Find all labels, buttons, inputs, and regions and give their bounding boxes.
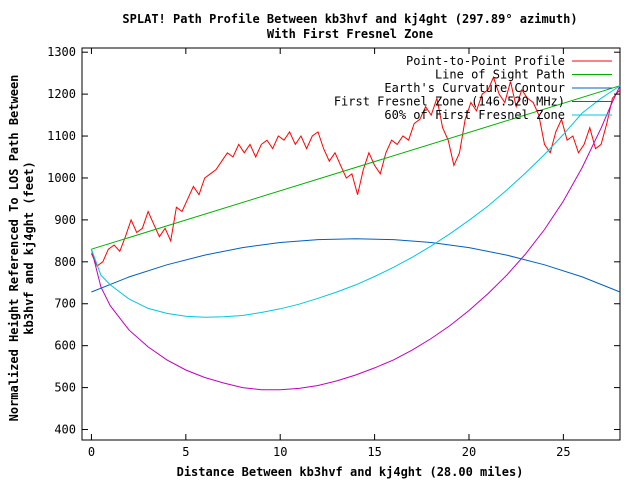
legend-label: First Fresnel Zone (146.520 MHz) [334,95,565,109]
legend-label: 60% of First Fresnel Zone [384,108,565,122]
chart-subtitle: With First Fresnel Zone [267,27,433,41]
y-tick-label: 500 [54,381,76,395]
x-tick-label: 0 [88,445,95,459]
tick-layer: 0 5 10 15 20 25 400 500 600 700 800 900 1000 1100 1200… [47,45,620,459]
series-line-point-to-point-profile [90,75,621,267]
y-tick-label: 1300 [47,45,76,59]
y-tick-label: 1200 [47,87,76,101]
series-line-line-of-sight-path [91,85,621,250]
x-tick-label: 20 [462,445,476,459]
legend-label: Line of Sight Path [435,68,565,82]
legend-label: Earth's Curvature Contour [384,81,565,95]
series-line-first-fresnel-zone-146-520-mhz [90,85,621,391]
y-axis-label-line2: kb3hvf and kj4ght (feet) [22,161,36,334]
x-tick-label: 10 [273,445,287,459]
series-line-earth-s-curvature-contour [91,238,621,293]
y-tick-label: 600 [54,339,76,353]
x-tick-label: 5 [182,445,189,459]
y-tick-label: 700 [54,297,76,311]
x-axis-label: Distance Between kb3hvf and kj4ght (28.0… [177,465,524,479]
x-tick-label: 25 [556,445,570,459]
y-tick-label: 1100 [47,129,76,143]
chart-title: SPLAT! Path Profile Between kb3hvf and k… [122,12,577,26]
x-tick-label: 15 [367,445,381,459]
series-line-60-of-first-fresnel-zone [90,85,621,318]
plot-frame [81,47,621,441]
y-axis-label-line1: Normalized Height Referenced To LOS Path… [7,75,21,422]
legend-label: Point-to-Point Profile [406,54,565,68]
y-tick-label: 800 [54,255,76,269]
y-tick-label: 400 [54,423,76,437]
y-tick-label: 900 [54,213,76,227]
y-tick-label: 1000 [47,171,76,185]
series-layer [90,75,621,391]
plot-area: 0 5 10 15 20 25 400 500 600 700 800 900 1000 1100 1200… [47,45,621,459]
